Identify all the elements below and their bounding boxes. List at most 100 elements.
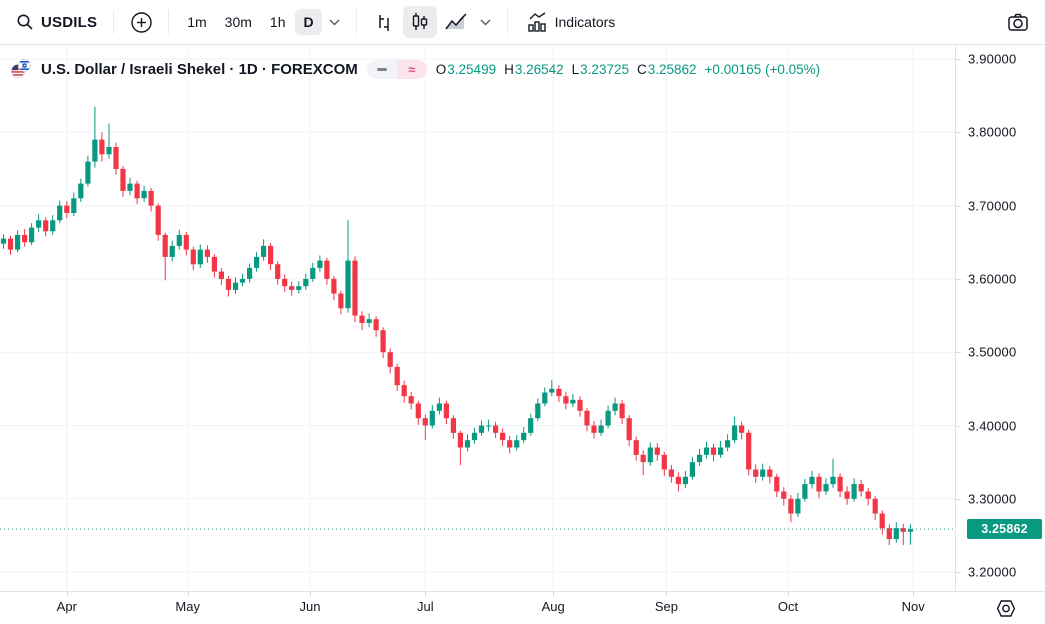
candle-body-down [204, 249, 210, 257]
price-axis-label: 3.50000 [968, 344, 1017, 360]
candle-body-down [183, 234, 189, 250]
chart-style-area-button[interactable] [439, 6, 473, 38]
time-axis[interactable]: Apr May Jun Jul Aug Sep Oct Nov [0, 591, 1045, 624]
candle-body-down [162, 234, 168, 257]
candle-body-up [528, 418, 534, 433]
chart-pane[interactable]: U.S. Dollar / Israeli Shekel · 1D · FORE… [0, 45, 955, 591]
candle-body-up [176, 234, 182, 246]
candle-body-down [739, 425, 745, 433]
symbol-flags-icon [10, 58, 32, 80]
candle-body-up [570, 399, 576, 404]
open-label: O [435, 61, 447, 77]
candle-body-down [275, 264, 281, 279]
time-axis-tick [425, 592, 427, 596]
candle-body-down [661, 454, 667, 470]
change-value: +0.00165 (+0.05%) [704, 61, 821, 77]
price-axis-tick [956, 352, 961, 354]
time-axis-tick [788, 592, 789, 596]
interval-1h-button[interactable]: 1h [262, 9, 294, 35]
candle-body-up [169, 245, 175, 257]
candle-body-down [879, 513, 885, 529]
open-value: 3.25499 [447, 61, 497, 77]
candle-body-up [141, 190, 147, 199]
candle-body-up [760, 469, 766, 477]
candle-body-up [50, 220, 56, 232]
low-label: L [571, 61, 580, 77]
candle-body-up [254, 256, 260, 268]
candle-body-up [247, 267, 253, 279]
chevron-down-icon [480, 18, 491, 26]
screenshot-button[interactable] [1001, 6, 1035, 38]
price-axis-tick [956, 425, 961, 427]
price-axis[interactable]: 3.90000 3.80000 3.70000 3.60000 3.50000 3.400… [955, 45, 1045, 591]
price-axis-tick [956, 132, 961, 134]
candle-body-down [22, 234, 28, 243]
time-axis-label-oct: Oct [777, 599, 799, 614]
candle-body-down [359, 315, 365, 323]
candle-body-up [15, 234, 21, 250]
candle-body-up [239, 278, 246, 283]
delayed-data-icon[interactable]: ≈ [396, 59, 427, 79]
chart-properties-button[interactable] [992, 595, 1020, 621]
candle-body-down [654, 447, 660, 455]
interval-menu-button[interactable] [324, 6, 346, 38]
hexagon-settings-icon [995, 599, 1017, 618]
toolbar-separator [113, 10, 115, 34]
price-axis-label: 3.70000 [968, 198, 1017, 214]
candle-body-down [148, 190, 154, 206]
candle-body-up [647, 447, 653, 463]
candlestick-chart[interactable] [0, 45, 955, 591]
price-axis-label: 3.30000 [968, 491, 1017, 507]
candle-body-down [155, 205, 161, 235]
price-axis-label: 3.80000 [968, 124, 1017, 140]
price-axis-label: 3.60000 [968, 271, 1017, 287]
price-axis-tick [956, 572, 961, 574]
candle-body-up [542, 392, 548, 404]
candle-body-down [401, 385, 407, 397]
data-problem-icon[interactable] [366, 59, 397, 79]
candle-body-down [865, 491, 871, 499]
time-axis-label-apr: Apr [56, 599, 77, 614]
chart-style-menu-button[interactable] [475, 6, 497, 38]
candle-body-down [225, 278, 232, 290]
candle-body-up [296, 286, 302, 290]
candle-body-down [584, 410, 590, 426]
candle-body-down [380, 330, 386, 353]
candle-body-up [127, 183, 133, 191]
candle-body-up [478, 425, 485, 433]
price-axis-tick [956, 498, 961, 500]
candle-body-down [387, 352, 393, 367]
candle-body-down [443, 403, 449, 419]
candle-body-down [394, 366, 400, 386]
candle-body-up [696, 454, 703, 463]
candle-body-down [816, 476, 822, 492]
time-axis-label-may: May [175, 599, 200, 614]
last-price-tag: 3.25862 [967, 519, 1042, 540]
candle-body-up [92, 139, 98, 162]
interval-1m-button[interactable]: 1m [179, 9, 214, 35]
indicators-icon [526, 11, 548, 33]
time-axis-tick [553, 592, 555, 596]
candle-body-up [436, 403, 442, 411]
chart-style-candles-button[interactable] [402, 6, 437, 38]
candle-body-up [345, 260, 351, 309]
candle-body-down [43, 220, 49, 232]
candle-body-down [767, 469, 773, 477]
candle-body-down [493, 425, 499, 433]
candle-body-down [668, 469, 674, 477]
candle-body-up [682, 476, 688, 485]
candle-body-down [640, 454, 646, 463]
interval-30m-button[interactable]: 30m [217, 9, 260, 35]
symbol-search[interactable]: USDILS [10, 9, 103, 35]
close-value: 3.25862 [647, 61, 697, 77]
indicators-button[interactable]: Indicators [518, 6, 624, 38]
toolbar-separator [168, 10, 170, 34]
candle-body-down [900, 528, 906, 532]
chart-title[interactable]: U.S. Dollar / Israeli Shekel · 1D · FORE… [41, 60, 358, 78]
chart-style-bars-button[interactable] [367, 6, 401, 38]
candle-body-down [675, 476, 681, 485]
camera-icon [1006, 10, 1030, 34]
interval-1d-button[interactable]: D [295, 9, 322, 35]
candle-body-down [99, 139, 105, 155]
compare-add-button[interactable] [124, 6, 158, 38]
